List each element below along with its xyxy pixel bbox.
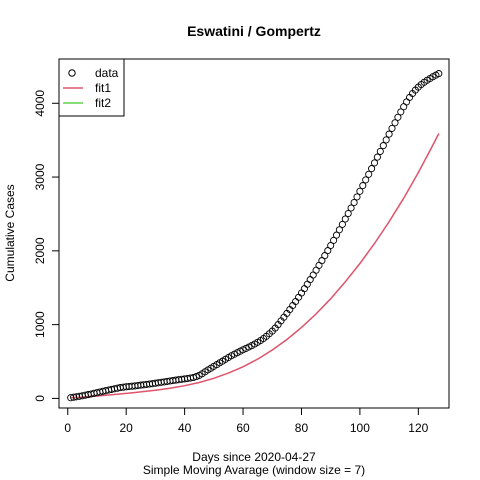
data-point	[435, 70, 443, 78]
data-point	[344, 209, 352, 218]
y-axis: 0 1000 2000 3000 4000	[33, 90, 60, 402]
data-point	[362, 176, 370, 184]
data-point	[303, 280, 311, 288]
data-point	[306, 276, 314, 284]
legend-data-symbol	[68, 69, 76, 77]
data-point	[332, 231, 341, 239]
data-point	[394, 113, 402, 121]
legend: data fit1 fit2	[58, 58, 125, 117]
data-point	[300, 285, 308, 293]
data-point	[297, 289, 306, 297]
data-point	[353, 193, 361, 201]
data-point	[347, 204, 355, 212]
x-tick-label: 80	[295, 421, 309, 435]
data-point	[321, 252, 329, 260]
legend-fit2-label: fit2	[95, 96, 111, 110]
x-axis-label: Days since 2020-04-27	[192, 450, 316, 464]
data-point	[391, 119, 399, 127]
data-point	[403, 98, 411, 106]
x-axis-sublabel: Simple Moving Avarage (window size = 7)	[143, 463, 365, 477]
fit1-line	[70, 133, 440, 399]
series-points	[67, 70, 443, 402]
y-tick-label: 0	[33, 395, 47, 402]
data-point	[350, 198, 358, 207]
data-point	[330, 236, 338, 244]
data-point	[368, 165, 376, 173]
x-tick-label: 0	[64, 421, 71, 435]
data-point	[382, 136, 390, 144]
y-tick-label: 4000	[33, 90, 47, 117]
data-point	[370, 159, 379, 167]
data-point	[376, 147, 384, 155]
x-axis: 0 20 40 60 80 100 120	[64, 407, 429, 435]
data-point	[295, 293, 303, 301]
data-point	[385, 130, 393, 138]
chart-title: Eswatini / Gompertz	[187, 23, 321, 39]
data-point	[338, 220, 346, 228]
x-tick-label: 100	[350, 421, 370, 435]
x-tick-label: 60	[236, 421, 250, 435]
x-tick-label: 20	[120, 421, 134, 435]
y-tick-label: 1000	[33, 311, 47, 338]
y-tick-label: 3000	[33, 163, 47, 190]
data-point	[373, 153, 381, 161]
x-tick-label: 40	[178, 421, 192, 435]
y-axis-label: Cumulative Cases	[3, 184, 17, 281]
legend-fit1-label: fit1	[95, 81, 111, 95]
data-point	[341, 215, 349, 223]
series-lines	[70, 133, 440, 399]
data-point	[335, 226, 343, 234]
data-point	[365, 170, 373, 178]
data-point	[356, 187, 364, 195]
data-point	[388, 124, 396, 132]
data-point	[379, 142, 387, 150]
data-point	[397, 108, 405, 116]
legend-data-label: data	[95, 66, 119, 80]
y-tick-label: 2000	[33, 237, 47, 264]
x-tick-label: 120	[408, 421, 428, 435]
data-point	[359, 182, 367, 190]
